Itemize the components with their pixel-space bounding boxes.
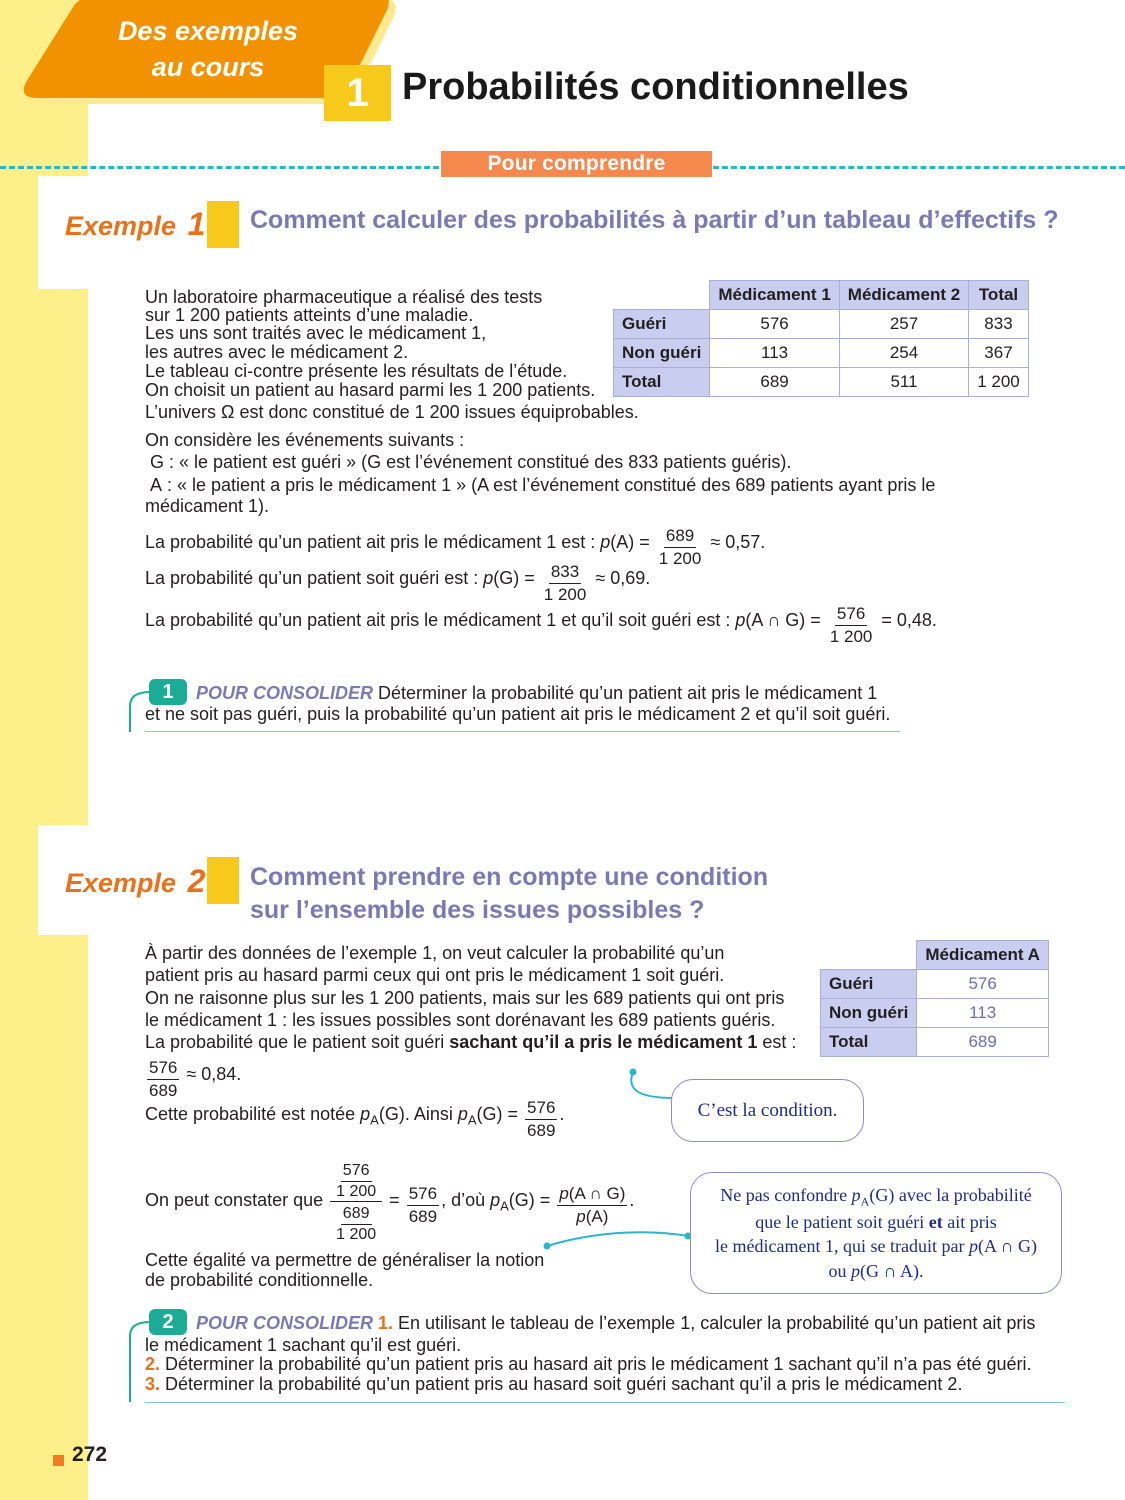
- svg-text:Des exemples: Des exemples: [118, 16, 298, 46]
- svg-text:au cours: au cours: [152, 52, 265, 82]
